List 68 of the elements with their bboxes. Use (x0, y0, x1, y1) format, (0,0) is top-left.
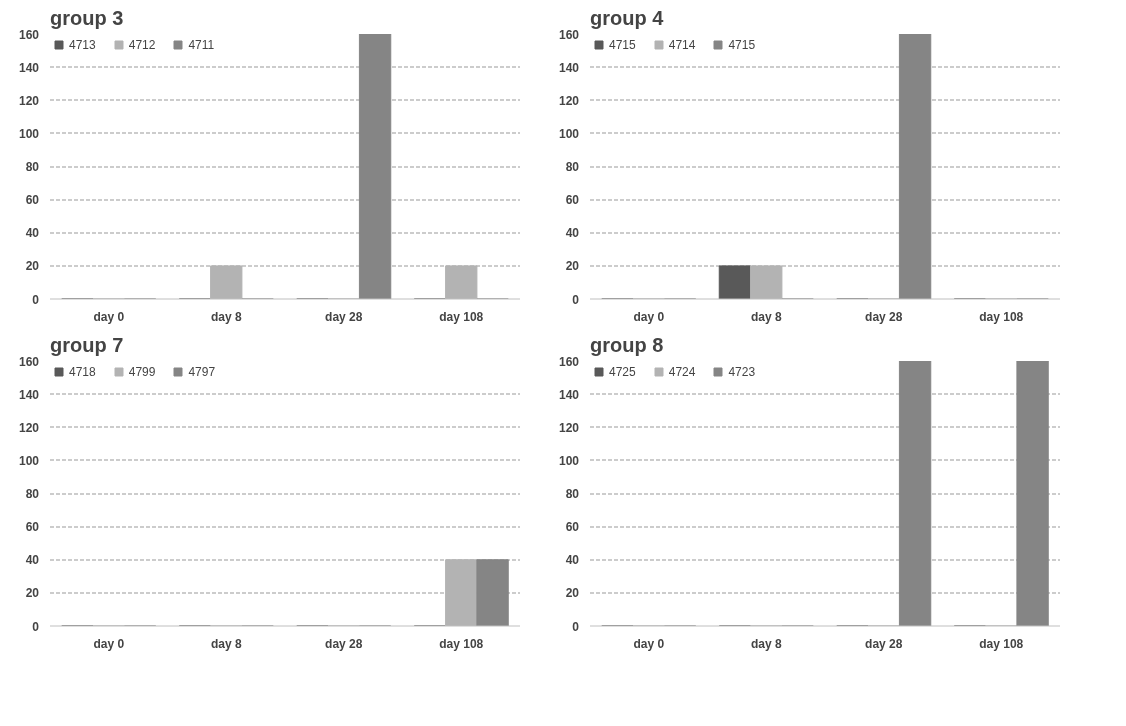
x-tick-label: day 108 (439, 310, 484, 324)
y-tick-label: 120 (558, 93, 580, 108)
legend-label: 4724 (668, 365, 696, 379)
y-tick-label: 0 (32, 292, 40, 307)
x-tick-label: day 0 (93, 310, 125, 324)
legend-label: 4718 (69, 365, 96, 379)
y-tick-label: 80 (565, 160, 580, 174)
y-tick-label: 140 (18, 387, 40, 402)
legend-label: 4797 (188, 365, 216, 379)
legend-label: 4715 (728, 38, 756, 52)
y-tick-label: 0 (32, 619, 40, 634)
y-tick-label: 60 (25, 520, 40, 535)
legend-label: 4714 (668, 38, 696, 52)
legend-label: 4723 (728, 365, 756, 379)
y-tick-label: 20 (25, 586, 40, 601)
x-tick-label: day 108 (979, 310, 1024, 324)
legend-label: 4713 (69, 38, 96, 52)
y-tick-label: 100 (558, 453, 580, 468)
y-tick-label: 160 (558, 354, 580, 369)
x-tick-label: day 108 (439, 637, 484, 651)
x-tick-label: day 8 (750, 637, 782, 651)
y-tick-label: 40 (25, 226, 40, 241)
y-tick-label: 80 (25, 160, 40, 174)
y-tick-label: 100 (558, 126, 580, 141)
y-tick-label: 160 (558, 27, 580, 42)
x-tick-label: day 28 (325, 637, 363, 651)
y-tick-label: 20 (25, 259, 40, 274)
y-tick-label: 60 (565, 193, 580, 208)
x-tick-label: day 8 (210, 637, 242, 651)
x-tick-label: day 0 (93, 637, 125, 651)
legend-label: 4712 (128, 38, 156, 52)
x-tick-label: day 28 (865, 310, 903, 324)
x-tick-label: day 8 (210, 310, 242, 324)
y-tick-label: 100 (18, 453, 40, 468)
y-tick-label: 40 (565, 553, 580, 568)
y-tick-label: 140 (18, 60, 40, 75)
legend-label: 4799 (128, 365, 156, 379)
y-tick-label: 160 (18, 354, 40, 369)
y-tick-label: 20 (565, 259, 580, 274)
y-tick-label: 60 (25, 193, 40, 208)
y-tick-label: 80 (565, 487, 580, 501)
legend-label: 4725 (609, 365, 636, 379)
y-tick-label: 120 (18, 420, 40, 435)
x-tick-label: day 28 (865, 637, 903, 651)
y-tick-label: 120 (18, 93, 40, 108)
y-tick-label: 60 (565, 520, 580, 535)
x-tick-label: day 28 (325, 310, 363, 324)
y-tick-label: 140 (558, 60, 580, 75)
x-tick-label: day 0 (633, 637, 665, 651)
y-tick-label: 40 (25, 553, 40, 568)
x-tick-label: day 0 (633, 310, 665, 324)
x-tick-label: day 108 (979, 637, 1024, 651)
y-tick-label: 0 (572, 292, 580, 307)
y-tick-label: 120 (558, 420, 580, 435)
chart-title: group 4 (590, 7, 665, 29)
y-tick-label: 20 (565, 586, 580, 601)
y-tick-label: 100 (18, 126, 40, 141)
chart-title: group 3 (50, 7, 124, 29)
x-tick-label: day 8 (750, 310, 782, 324)
y-tick-label: 160 (18, 27, 40, 42)
y-tick-label: 40 (565, 226, 580, 241)
y-tick-label: 140 (558, 387, 580, 402)
legend-label: 4711 (188, 38, 215, 52)
y-tick-label: 0 (572, 619, 580, 634)
chart-title: group 8 (590, 334, 664, 356)
chart-title: group 7 (50, 334, 124, 356)
legend-label: 4715 (609, 38, 636, 52)
y-tick-label: 80 (25, 487, 40, 501)
